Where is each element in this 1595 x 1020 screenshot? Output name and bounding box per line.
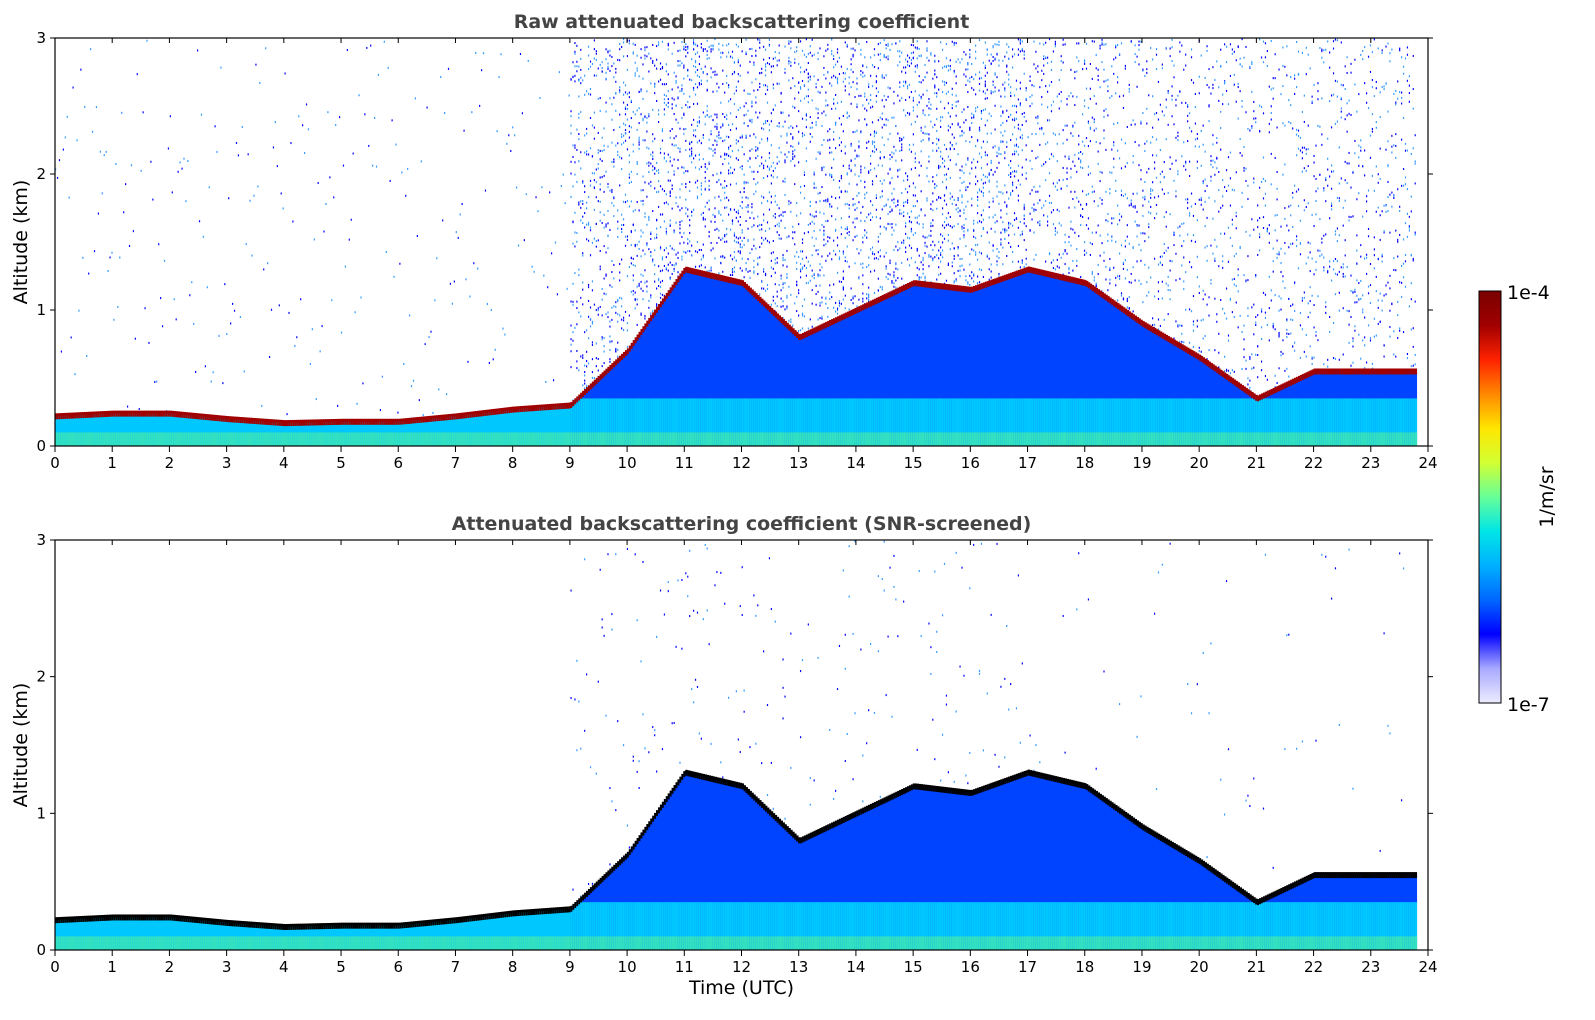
- x-tick-label: 5: [336, 454, 346, 472]
- y-axis-label: Altitude (km): [10, 180, 32, 305]
- x-tick-label: 9: [565, 958, 575, 976]
- x-tick-label: 15: [904, 958, 923, 976]
- boundary-layer: [55, 769, 1418, 950]
- x-tick-label: 20: [1190, 454, 1209, 472]
- x-tick-label: 9: [565, 454, 575, 472]
- y-tick-label: 0: [36, 437, 46, 455]
- y-tick-label: 2: [36, 165, 46, 183]
- x-tick-label: 13: [789, 958, 808, 976]
- x-tick-label: 4: [279, 454, 289, 472]
- y-tick-label: 2: [36, 668, 46, 686]
- colorbar-frame: [1478, 290, 1502, 704]
- y-axis-label: Altitude (km): [10, 683, 32, 808]
- x-tick-label: 18: [1075, 958, 1094, 976]
- x-tick-label: 10: [618, 454, 637, 472]
- panel-title: Raw attenuated backscattering coefficien…: [514, 11, 970, 33]
- x-tick-label: 16: [961, 958, 980, 976]
- x-tick-label: 23: [1361, 958, 1380, 976]
- noise-speckle: [55, 38, 1416, 417]
- x-tick-label: 2: [165, 958, 175, 976]
- x-tick-label: 3: [222, 958, 232, 976]
- x-tick-label: 20: [1190, 958, 1209, 976]
- x-tick-label: 7: [451, 454, 461, 472]
- x-tick-label: 12: [732, 454, 751, 472]
- x-tick-label: 0: [50, 454, 60, 472]
- x-tick-label: 5: [336, 958, 346, 976]
- x-tick-label: 14: [846, 454, 865, 472]
- colorbar-min-label: 1e-7: [1507, 694, 1550, 716]
- x-tick-label: 6: [393, 454, 403, 472]
- colorbar-gradient: [1479, 291, 1501, 703]
- colorbar: 1e-4 1e-7 1/m/sr: [1478, 282, 1558, 716]
- x-tick-label: 6: [393, 958, 403, 976]
- panel-2: 0 1 2 3 4 5 6 7 8 9 10 11 12 13 14 15 16 17 18 19 20 21 22 23 24…: [10, 513, 1438, 999]
- y-tick-label: 3: [36, 29, 46, 47]
- x-tick-label: 23: [1361, 454, 1380, 472]
- x-tick-label: 16: [961, 454, 980, 472]
- colorbar-max-label: 1e-4: [1507, 282, 1550, 304]
- x-tick-label: 8: [508, 958, 518, 976]
- x-tick-label: 11: [675, 958, 694, 976]
- x-tick-label: 18: [1075, 454, 1094, 472]
- x-tick-label: 3: [222, 454, 232, 472]
- panel-title: Attenuated backscattering coefficient (S…: [452, 513, 1032, 535]
- y-tick-label: 0: [36, 941, 46, 959]
- y-tick-label: 1: [36, 301, 46, 319]
- x-tick-label: 17: [1018, 958, 1037, 976]
- x-tick-label: 24: [1418, 958, 1437, 976]
- plot-area: [55, 540, 1428, 950]
- x-tick-label: 14: [846, 958, 865, 976]
- y-tick-label: 3: [36, 531, 46, 549]
- x-tick-label: 19: [1132, 958, 1151, 976]
- x-tick-label: 1: [107, 454, 117, 472]
- noise-speckle: [570, 540, 1405, 898]
- x-tick-label: 1: [107, 958, 117, 976]
- colorbar-label: 1/m/sr: [1536, 466, 1558, 527]
- x-tick-label: 11: [675, 454, 694, 472]
- x-tick-label: 12: [732, 958, 751, 976]
- panel-1: 0 1 2 3 4 5 6 7 8 9 10 11 12 13 14 15 16 17 18 19 20 21 22 23 24…: [10, 11, 1438, 472]
- x-tick-label: 22: [1304, 454, 1323, 472]
- x-tick-label: 21: [1247, 454, 1266, 472]
- x-tick-label: 21: [1247, 958, 1266, 976]
- x-tick-label: 15: [904, 454, 923, 472]
- plot-area: [55, 38, 1428, 446]
- boundary-layer: [55, 266, 1418, 446]
- x-axis-label: Time (UTC): [688, 977, 794, 999]
- y-tick-label: 1: [36, 804, 46, 822]
- x-tick-label: 17: [1018, 454, 1037, 472]
- x-tick-label: 19: [1132, 454, 1151, 472]
- x-tick-label: 13: [789, 454, 808, 472]
- x-tick-label: 2: [165, 454, 175, 472]
- x-tick-label: 10: [618, 958, 637, 976]
- x-tick-label: 7: [451, 958, 461, 976]
- x-tick-label: 24: [1418, 454, 1437, 472]
- x-tick-label: 22: [1304, 958, 1323, 976]
- x-tick-label: 0: [50, 958, 60, 976]
- x-tick-label: 4: [279, 958, 289, 976]
- x-tick-label: 8: [508, 454, 518, 472]
